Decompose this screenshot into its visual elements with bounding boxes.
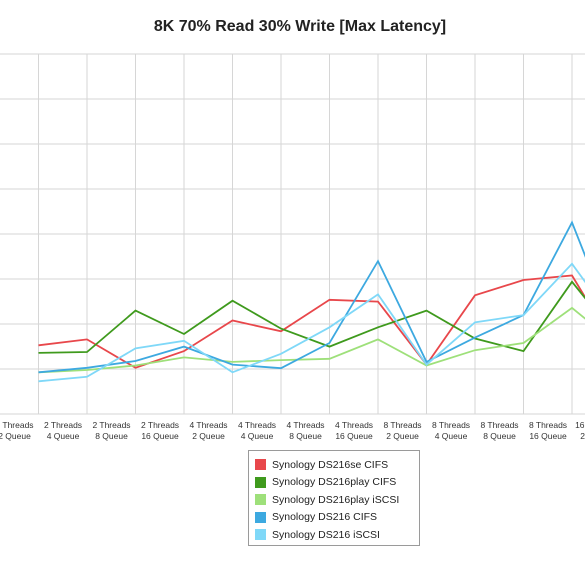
x-tick-label: 8 Threads 8 Queue — [480, 420, 518, 441]
legend-label: Synology DS216play iSCSI — [272, 493, 400, 506]
x-tick-label: 8 Threads 4 Queue — [432, 420, 470, 441]
series-line-2 — [38, 306, 585, 374]
legend: Synology DS216se CIFS Synology DS216play … — [248, 450, 420, 546]
series-line-3 — [38, 220, 585, 374]
legend-swatch — [255, 459, 266, 471]
x-tick-label: 4 Threads 8 Queue — [286, 420, 324, 441]
series-layer — [38, 220, 585, 383]
series-line-4 — [38, 262, 585, 383]
x-tick-label: 4 Threads 16 Queue — [335, 420, 373, 441]
series-line-1 — [38, 280, 585, 354]
legend-label: Synology DS216 CIFS — [272, 511, 378, 524]
x-tick-label: 8 Threads 16 Queue — [529, 420, 567, 441]
x-tick-label: 2 Threads 16 Queue — [141, 420, 179, 441]
x-tick-label: 8 Threads 2 Queue — [383, 420, 421, 441]
chart-title: 8K 70% Read 30% Write [Max Latency] — [153, 18, 447, 35]
legend-item: Synology DS216play iSCSI — [255, 491, 419, 509]
grid — [0, 53, 585, 415]
legend-swatch — [255, 476, 266, 488]
legend-swatch — [255, 494, 266, 506]
legend-swatch — [255, 511, 266, 523]
x-tick-label: 4 Threads 4 Queue — [238, 420, 276, 441]
legend-item: Synology DS216 CIFS — [255, 509, 419, 527]
legend-swatch — [255, 529, 266, 541]
legend-label: Synology DS216se CIFS — [272, 458, 389, 471]
legend-label: Synology DS216 iSCSI — [272, 528, 380, 541]
series-line-0 — [38, 274, 585, 369]
legend-item: Synology DS216se CIFS — [255, 456, 419, 474]
x-tick-label: 2 Threads 4 Queue — [44, 420, 82, 441]
legend-item: Synology DS216play CIFS — [255, 474, 419, 492]
legend-item: Synology DS216 iSCSI — [255, 526, 419, 544]
legend-label: Synology DS216play CIFS — [272, 476, 397, 489]
x-tick-label: 2 Threads 8 Queue — [92, 420, 130, 441]
